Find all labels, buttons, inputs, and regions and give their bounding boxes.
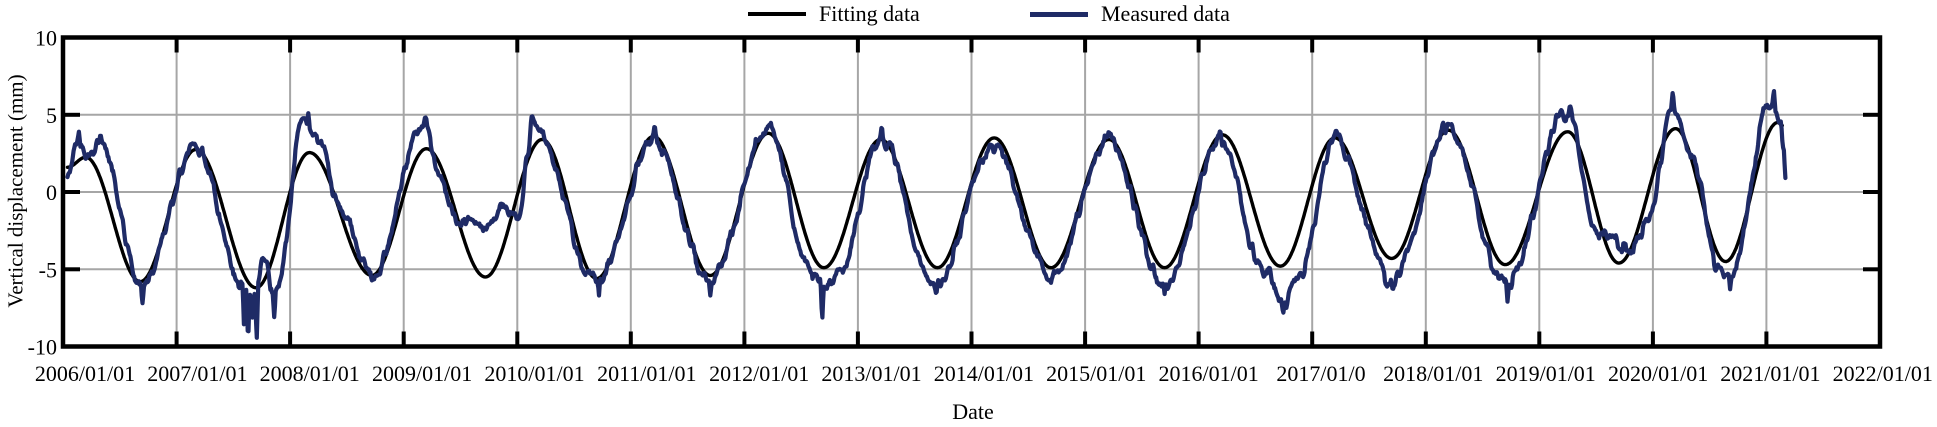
x-tick-label: 2018/01/01 bbox=[1383, 361, 1483, 386]
fitting-data-line bbox=[65, 120, 1784, 290]
x-tick-label: 2010/01/01 bbox=[484, 361, 584, 386]
x-tick-label: 2006/01/01 bbox=[35, 361, 135, 386]
fitting-line-swatch bbox=[748, 12, 806, 16]
x-tick-label: 2016/01/01 bbox=[1158, 361, 1258, 386]
x-tick-label: 2017/01/0 bbox=[1276, 361, 1365, 386]
legend-item-fitting: Fitting data bbox=[748, 1, 920, 27]
measured-line-swatch bbox=[1030, 11, 1088, 17]
y-tick-label: 5 bbox=[46, 103, 57, 128]
x-tick-label: 2020/01/01 bbox=[1608, 361, 1708, 386]
x-tick-label: 2014/01/01 bbox=[934, 361, 1034, 386]
x-tick-label: 2008/01/01 bbox=[260, 361, 360, 386]
x-tick-label: 2015/01/01 bbox=[1046, 361, 1146, 386]
x-tick-label: 2011/01/01 bbox=[597, 361, 696, 386]
x-axis-title: Date bbox=[952, 399, 994, 424]
x-tick-label: 2013/01/01 bbox=[821, 361, 921, 386]
x-tick-label: 2007/01/01 bbox=[147, 361, 247, 386]
x-tick-label: 2019/01/01 bbox=[1496, 361, 1596, 386]
legend-item-measured: Measured data bbox=[1030, 1, 1230, 27]
x-tick-label: 2009/01/01 bbox=[372, 361, 472, 386]
plot-border bbox=[60, 35, 1883, 349]
measured-data-line bbox=[65, 89, 1788, 340]
y-tick-label: -10 bbox=[28, 335, 57, 360]
y-tick-label: 0 bbox=[46, 180, 57, 205]
y-tick-label: -5 bbox=[39, 257, 57, 282]
legend-label-fitting: Fitting data bbox=[819, 1, 920, 26]
y-tick-label: 10 bbox=[35, 26, 57, 51]
legend-label-measured: Measured data bbox=[1101, 1, 1230, 26]
x-tick-label: 2021/01/01 bbox=[1720, 361, 1820, 386]
x-tick-label: 2012/01/01 bbox=[709, 361, 809, 386]
x-tick-label: 2022/01/01 bbox=[1833, 361, 1933, 386]
